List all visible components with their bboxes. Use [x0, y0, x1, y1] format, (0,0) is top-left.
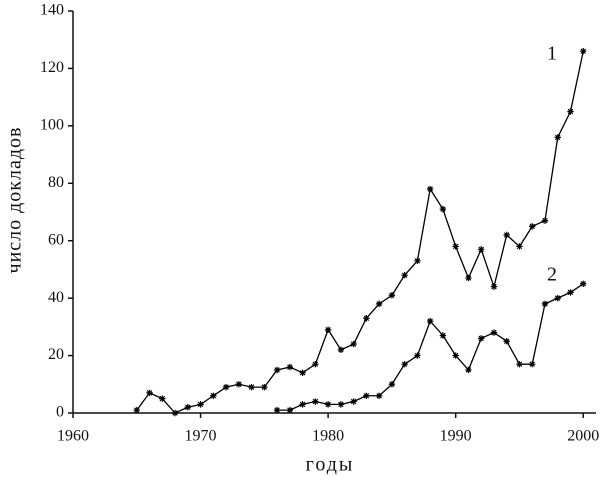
- point-marker: [299, 369, 306, 376]
- point-marker: [261, 383, 268, 391]
- point-marker: [363, 392, 370, 399]
- point-marker: [388, 292, 396, 299]
- y-tick-label: 40: [48, 289, 64, 306]
- point-marker: [222, 383, 230, 391]
- point-marker: [350, 340, 357, 348]
- point-marker: [210, 392, 217, 399]
- point-marker: [541, 300, 549, 308]
- point-marker: [273, 406, 281, 414]
- point-marker: [171, 409, 179, 417]
- y-tick-label: 20: [48, 346, 64, 363]
- point-marker: [159, 395, 166, 402]
- y-tick-label: 100: [40, 117, 64, 134]
- y-tick-label: 80: [48, 174, 64, 191]
- point-marker: [235, 381, 243, 388]
- series-line: [277, 283, 584, 411]
- point-marker: [452, 352, 459, 359]
- point-marker: [197, 401, 204, 408]
- point-marker: [516, 360, 523, 368]
- point-marker: [567, 289, 574, 296]
- series-annotation: 2: [547, 264, 557, 286]
- y-tick-label: 0: [56, 404, 64, 421]
- point-marker: [465, 366, 472, 374]
- point-marker: [363, 315, 370, 322]
- point-marker: [324, 401, 332, 408]
- point-marker: [580, 48, 587, 55]
- point-marker: [388, 381, 396, 388]
- point-marker: [273, 366, 281, 374]
- point-marker: [490, 329, 498, 336]
- point-marker: [324, 326, 332, 333]
- y-tick-label: 120: [40, 59, 64, 76]
- y-axis-label: число докладов: [4, 127, 26, 274]
- x-tick-label: 1990: [440, 428, 472, 445]
- series-annotation: 1: [547, 43, 557, 65]
- point-marker: [401, 271, 408, 279]
- point-marker: [490, 283, 498, 290]
- x-tick-label: 1970: [185, 428, 217, 445]
- point-marker: [299, 401, 306, 408]
- x-tick-label: 1980: [312, 428, 344, 445]
- point-marker: [477, 335, 485, 342]
- point-marker: [439, 205, 447, 213]
- point-marker: [516, 243, 523, 250]
- point-marker: [503, 338, 510, 345]
- point-marker: [312, 398, 319, 405]
- point-marker: [541, 217, 549, 224]
- point-marker: [580, 280, 587, 287]
- x-tick-label: 1960: [57, 428, 89, 445]
- y-tick-label: 60: [48, 231, 64, 248]
- point-marker: [286, 406, 294, 414]
- point-marker: [452, 243, 459, 250]
- point-marker: [554, 134, 561, 141]
- point-marker: [426, 185, 434, 193]
- point-marker: [248, 383, 255, 391]
- point-marker: [133, 406, 140, 414]
- point-marker: [350, 398, 357, 405]
- x-tick-label: 2000: [567, 428, 599, 445]
- point-marker: [554, 294, 561, 302]
- point-marker: [312, 360, 319, 368]
- point-marker: [567, 108, 574, 115]
- point-marker: [529, 223, 536, 230]
- point-marker: [375, 392, 383, 399]
- point-marker: [337, 346, 345, 354]
- point-marker: [465, 274, 472, 282]
- point-marker: [146, 389, 153, 397]
- point-marker: [286, 363, 294, 371]
- point-marker: [529, 360, 536, 368]
- point-marker: [439, 332, 447, 339]
- point-marker: [184, 404, 192, 411]
- point-marker: [337, 401, 345, 408]
- point-marker: [477, 246, 485, 253]
- x-axis-label: годы: [306, 454, 355, 476]
- point-marker: [375, 300, 383, 308]
- point-marker: [414, 352, 421, 359]
- point-marker: [414, 257, 421, 265]
- point-marker: [503, 231, 510, 239]
- y-tick-label: 140: [40, 2, 64, 19]
- point-marker: [426, 317, 434, 325]
- point-marker: [401, 360, 408, 368]
